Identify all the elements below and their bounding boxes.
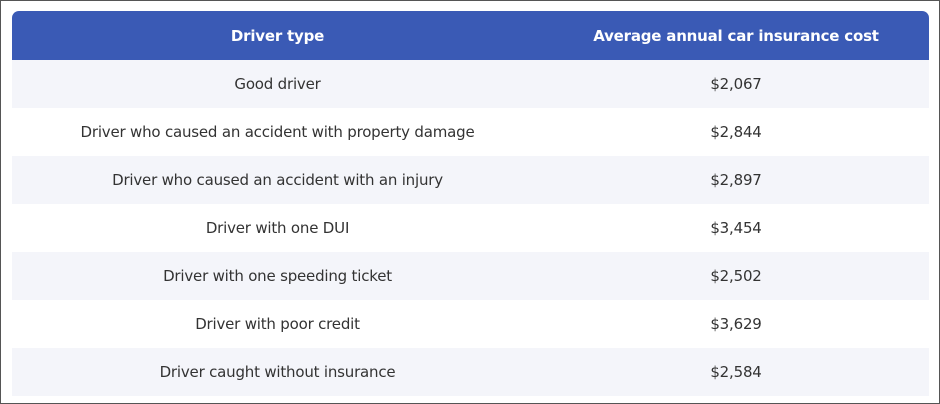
cost-cell: $2,067 (710, 75, 762, 93)
cost-cell: $2,584 (710, 363, 762, 381)
table-row: Driver caught without insurance $2,584 (12, 348, 929, 396)
table-row: Driver with one DUI $3,454 (12, 204, 929, 252)
driver-type-cell: Driver with poor credit (195, 315, 360, 333)
cost-cell: $3,629 (710, 315, 762, 333)
table-row: Driver with one speeding ticket $2,502 (12, 252, 929, 300)
column-header-average-cost: Average annual car insurance cost (593, 26, 879, 45)
driver-type-cell: Good driver (234, 75, 321, 93)
driver-type-cell: Driver who caused an accident with prope… (80, 123, 475, 141)
table-row: Driver who caused an accident with an in… (12, 156, 929, 204)
column-header-driver-type: Driver type (230, 26, 325, 45)
cost-cell: $2,502 (710, 267, 762, 285)
table-row: Driver who caused an accident with prope… (12, 108, 929, 156)
driver-type-cell: Driver with one speeding ticket (163, 267, 392, 285)
cost-cell: $2,897 (710, 171, 762, 189)
cost-cell: $2,844 (710, 123, 762, 141)
insurance-cost-table: Driver type Average annual car insurance… (12, 11, 929, 396)
driver-type-cell: Driver caught without insurance (159, 363, 396, 381)
table-row: Good driver $2,067 (12, 60, 929, 108)
table-row: Driver with poor credit $3,629 (12, 300, 929, 348)
driver-type-cell: Driver who caused an accident with an in… (112, 171, 443, 189)
driver-type-cell: Driver with one DUI (205, 219, 350, 237)
table-header: Driver type Average annual car insurance… (12, 11, 929, 60)
cost-cell: $3,454 (710, 219, 762, 237)
